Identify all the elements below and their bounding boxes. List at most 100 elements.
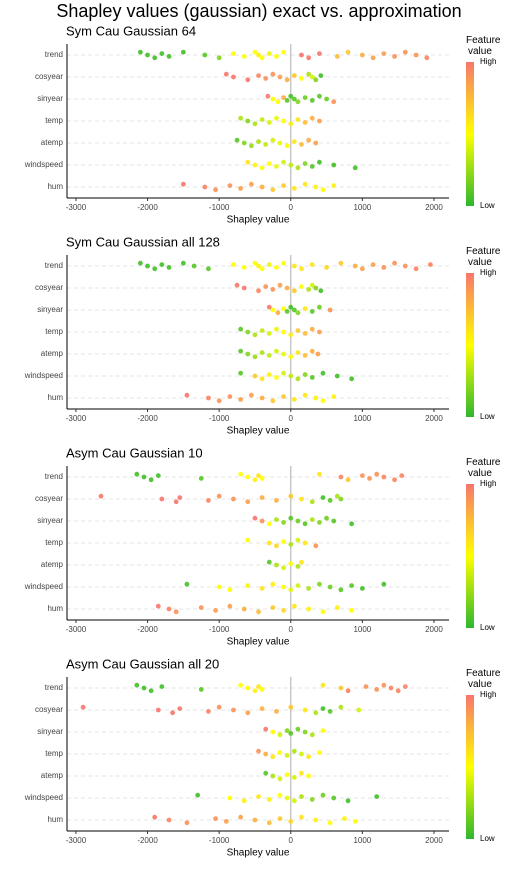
point <box>291 96 297 102</box>
point <box>245 474 251 480</box>
x-tick-label: -3000 <box>66 414 87 423</box>
point <box>252 515 258 521</box>
point <box>277 816 283 821</box>
point <box>277 776 283 782</box>
x-tick-label: -3000 <box>66 625 87 634</box>
point <box>281 159 286 165</box>
point <box>274 54 279 59</box>
point <box>334 605 340 610</box>
point <box>223 819 229 824</box>
point <box>338 496 344 502</box>
point <box>313 140 319 146</box>
point <box>266 372 272 377</box>
point <box>288 332 294 338</box>
point <box>259 55 265 61</box>
point <box>309 282 315 288</box>
point <box>152 55 158 61</box>
point <box>295 99 301 105</box>
point <box>381 474 387 480</box>
point <box>180 181 186 187</box>
point <box>227 394 233 399</box>
point <box>195 792 201 798</box>
point <box>291 186 297 191</box>
point <box>302 331 308 336</box>
point <box>284 98 290 103</box>
point <box>392 54 397 59</box>
panel-title: Asym Cau Gaussian all 20 <box>66 656 219 671</box>
point <box>316 329 322 335</box>
point <box>349 376 355 382</box>
x-tick-label: 1000 <box>353 414 371 423</box>
colorbar <box>466 273 474 417</box>
point <box>284 143 290 149</box>
point <box>320 609 326 615</box>
point <box>216 55 222 61</box>
point <box>227 587 233 593</box>
point <box>281 329 286 335</box>
point <box>281 49 286 55</box>
point <box>291 263 297 269</box>
point <box>281 260 286 266</box>
point <box>299 76 304 81</box>
point <box>245 329 251 335</box>
point <box>402 684 408 689</box>
point <box>327 709 333 714</box>
point <box>245 499 251 505</box>
x-tick-label: 0 <box>289 836 294 845</box>
point <box>288 162 294 168</box>
point <box>266 559 272 565</box>
point <box>342 816 347 821</box>
point <box>281 95 286 100</box>
point <box>316 750 322 755</box>
point <box>309 309 315 314</box>
point <box>166 54 172 59</box>
point <box>248 143 254 149</box>
point <box>266 353 272 358</box>
x-tick-label: -2000 <box>137 203 158 212</box>
x-axis-title: Shapley value <box>227 637 290 648</box>
point <box>259 350 265 355</box>
point <box>352 263 358 269</box>
colorbar-title-line: Feature <box>466 246 501 257</box>
point <box>274 115 279 121</box>
point <box>288 304 294 310</box>
point <box>241 606 247 612</box>
point <box>213 816 218 821</box>
point <box>166 265 172 270</box>
point <box>206 709 211 714</box>
point <box>134 471 140 477</box>
point <box>263 770 269 776</box>
point <box>306 287 312 292</box>
point <box>288 731 294 736</box>
point <box>259 495 265 500</box>
point <box>259 165 265 171</box>
y-tick-label: hum <box>47 815 63 824</box>
point <box>356 707 362 713</box>
point <box>159 51 165 56</box>
point <box>170 710 176 716</box>
point <box>238 326 244 332</box>
point <box>277 792 283 798</box>
point <box>234 282 240 288</box>
point <box>206 266 211 272</box>
point <box>275 99 281 105</box>
x-tick-label: -1000 <box>209 836 230 845</box>
point <box>316 304 322 310</box>
point <box>252 477 258 483</box>
point <box>288 704 294 710</box>
point <box>281 608 286 613</box>
point <box>277 74 283 80</box>
point <box>274 164 279 169</box>
point <box>302 372 308 377</box>
point <box>284 772 290 777</box>
point <box>252 49 258 55</box>
point <box>284 77 290 83</box>
point <box>331 518 337 524</box>
point <box>316 581 322 587</box>
x-tick-label: 2000 <box>425 625 443 634</box>
point <box>381 265 387 270</box>
point <box>306 71 312 77</box>
point <box>252 260 258 266</box>
x-tick-label: 0 <box>289 414 294 423</box>
point <box>370 55 376 61</box>
